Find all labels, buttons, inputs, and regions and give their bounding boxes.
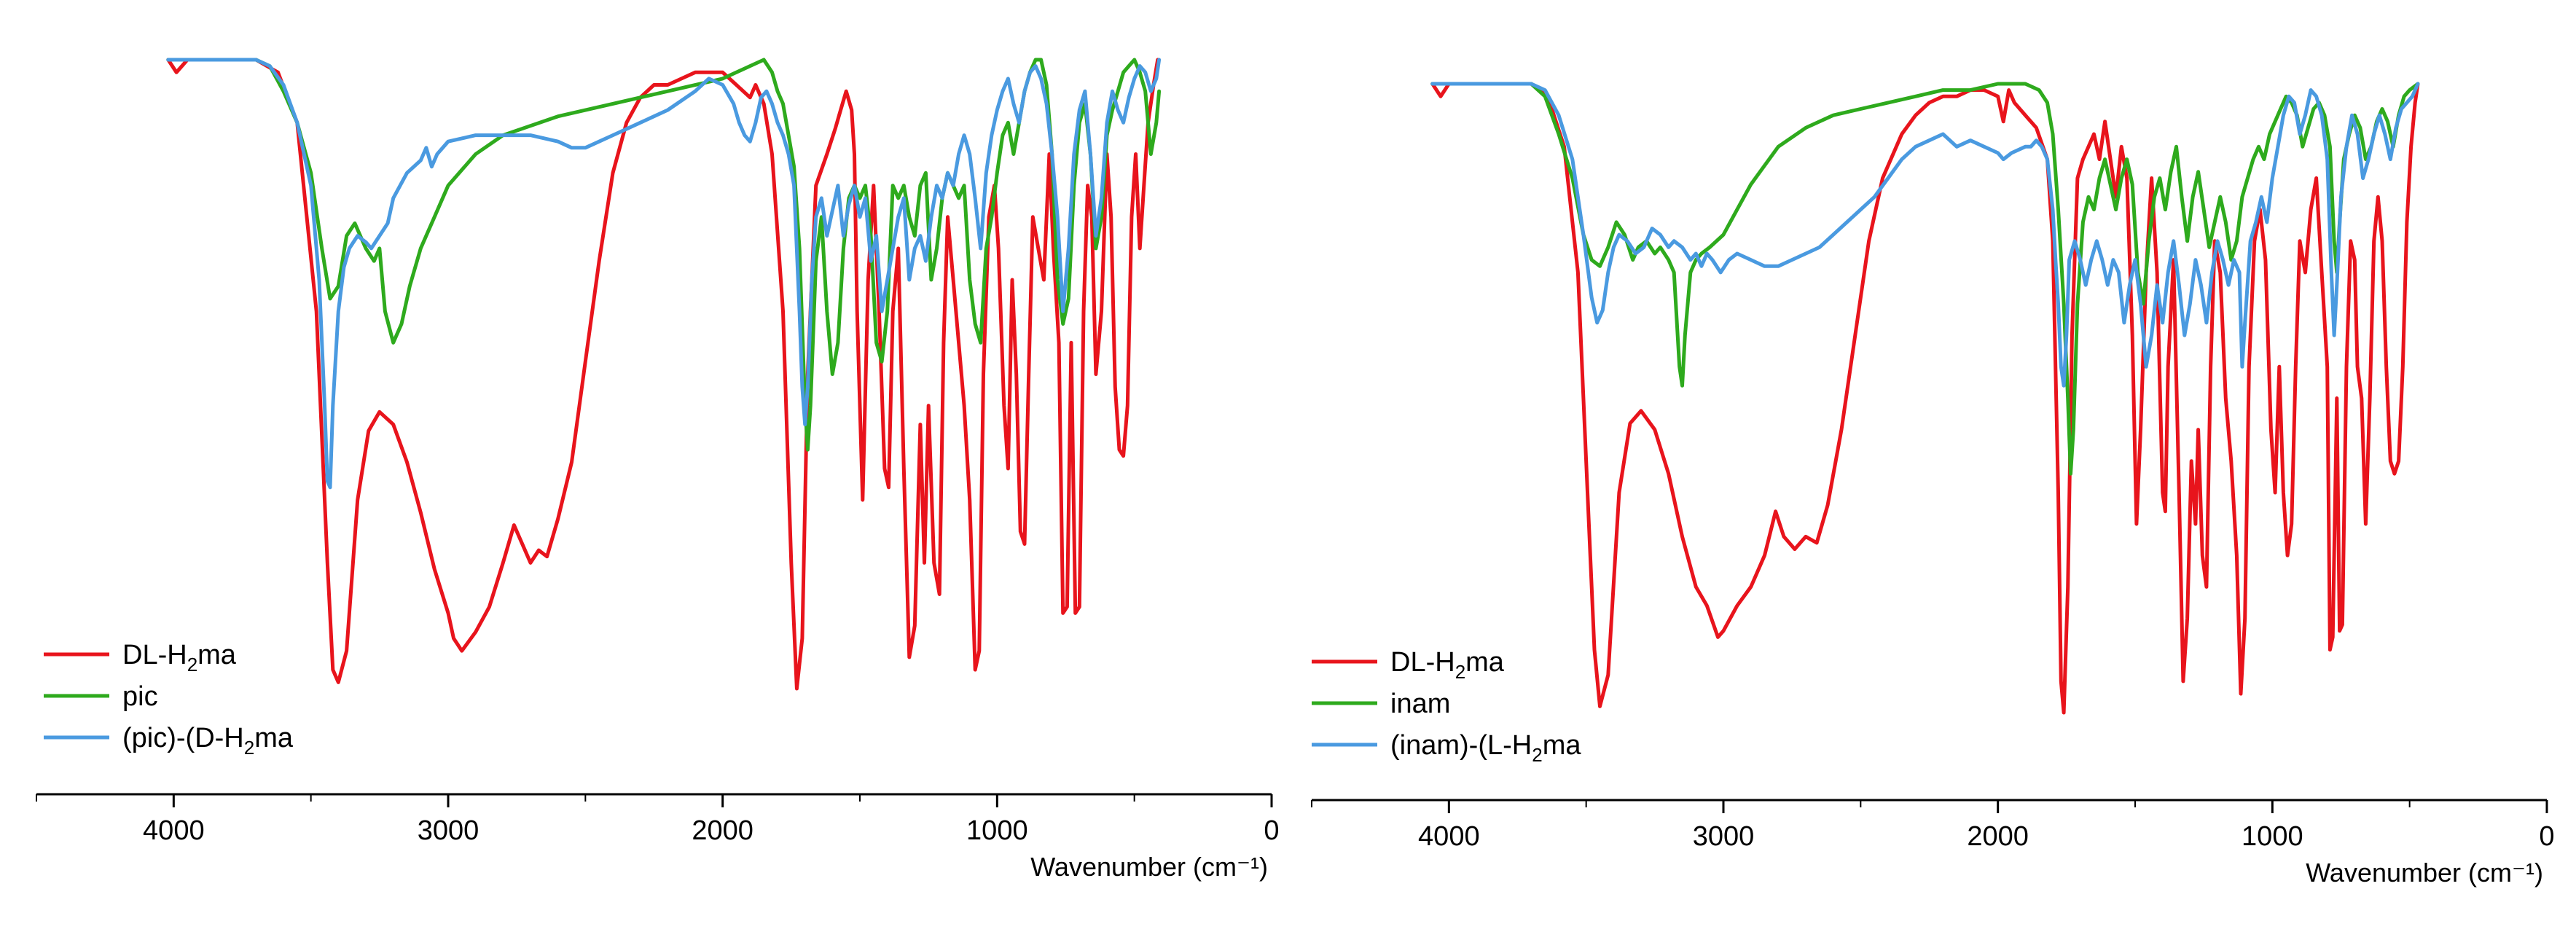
- legend-label: DL-H2ma: [1390, 647, 1505, 683]
- series-line-dl-h2ma: [166, 58, 1160, 691]
- legend-label: (pic)-(D-H2ma: [122, 723, 294, 759]
- legend-label: DL-H2ma: [122, 640, 237, 675]
- ir-spectrum-right: 4000 3000 2000 1000 0 Wavenumber (cm⁻¹) DL-H2m…: [1311, 82, 2555, 888]
- x-tick-label: 0: [1264, 815, 1279, 846]
- x-tick-label: 2000: [1967, 821, 2029, 852]
- x-tick-label: 3000: [418, 815, 479, 846]
- x-tick-label: 2000: [692, 815, 753, 846]
- series-line-pic-d-h2ma: [166, 58, 1162, 490]
- legend-label: inam: [1390, 689, 1450, 719]
- x-axis-title: Wavenumber (cm⁻¹): [2306, 858, 2543, 888]
- x-axis-title: Wavenumber (cm⁻¹): [1030, 852, 1268, 882]
- series-line-pic: [166, 58, 1162, 452]
- x-tick-label: 4000: [1418, 821, 1480, 852]
- legend-label: (inam)-(L-H2ma: [1390, 730, 1581, 766]
- x-tick-label: 0: [2539, 821, 2554, 852]
- series-line-dl-h2ma: [1430, 82, 2420, 715]
- series-line-inam-l-h2ma: [1430, 82, 2420, 388]
- ir-spectrum-left: 4000 3000 2000 1000 0 Wavenumber (cm⁻¹) DL-H2m…: [36, 58, 1280, 882]
- x-tick-label: 1000: [2242, 821, 2303, 852]
- x-tick-label: 3000: [1693, 821, 1755, 852]
- x-tick-label: 4000: [143, 815, 205, 846]
- legend-label: pic: [122, 681, 158, 712]
- x-tick-label: 1000: [966, 815, 1028, 846]
